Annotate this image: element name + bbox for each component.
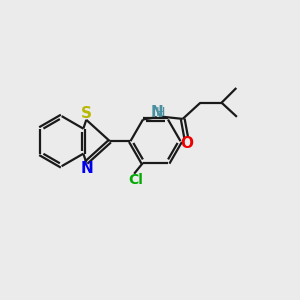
Text: S: S: [81, 106, 92, 122]
Text: H: H: [156, 106, 166, 119]
Text: N: N: [80, 161, 93, 176]
Text: O: O: [180, 136, 193, 152]
Text: N: N: [150, 105, 163, 120]
Text: Cl: Cl: [128, 172, 143, 187]
